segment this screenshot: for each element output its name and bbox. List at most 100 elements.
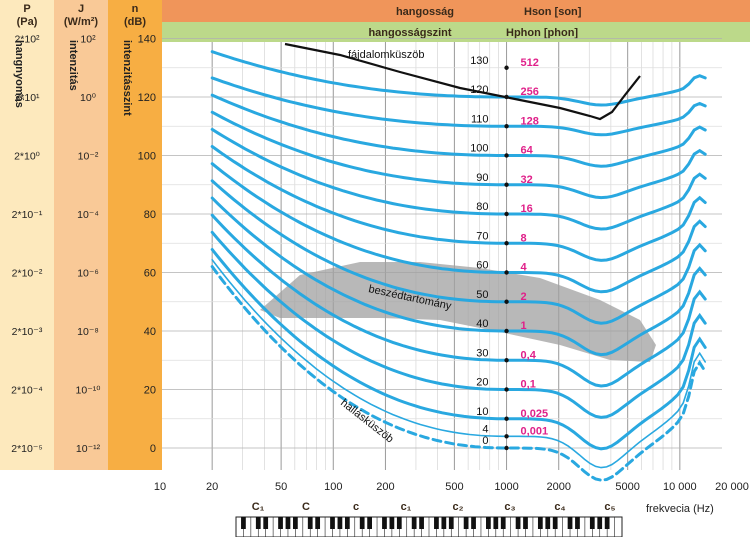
pressure-tick-label: 2*10⁻³ — [12, 326, 43, 338]
piano-black-key — [604, 517, 610, 529]
phon-marker — [504, 211, 509, 217]
phon-marker — [504, 434, 509, 439]
pressure-tick-label: 2*10⁻⁴ — [11, 385, 43, 397]
note-label: c₁ — [401, 501, 412, 513]
son-label: 0,025 — [521, 408, 549, 420]
son-label: 256 — [521, 86, 539, 98]
note-label: c — [353, 501, 359, 513]
piano-black-key — [567, 517, 573, 529]
piano-black-key — [463, 517, 469, 529]
y-tick-label: 80 — [144, 209, 156, 221]
piano-black-key — [523, 517, 528, 529]
son-label: 0,001 — [521, 425, 549, 437]
x-tick-label: 100 — [324, 481, 342, 493]
note-label: c₅ — [604, 501, 615, 513]
phon-marker — [504, 358, 509, 363]
x-tick-label: 20 — [206, 481, 218, 493]
pressure-tick-label: 2*10² — [14, 34, 40, 46]
pressure-tick-label: 2*10¹ — [14, 92, 40, 104]
x-tick-label: 20 000 — [715, 481, 749, 493]
loudness-title: hangosság — [396, 6, 454, 18]
piano-black-key — [597, 517, 603, 529]
piano-black-key — [285, 517, 291, 529]
equal-loudness-curve — [210, 145, 707, 262]
y-tick-label: 60 — [144, 268, 156, 280]
pressure-tick-label: 2*10⁻² — [12, 268, 43, 280]
pain-threshold-label: fájdalomküszöb — [348, 49, 424, 61]
piano-black-key — [471, 517, 476, 529]
level-band — [108, 0, 162, 470]
son-label: 8 — [521, 232, 527, 244]
y-tick-label: 120 — [138, 92, 156, 104]
phon-label: 10 — [476, 406, 488, 418]
equal-loudness-curve — [210, 127, 707, 231]
phon-label: 100 — [470, 143, 488, 155]
son-label: 128 — [521, 115, 539, 127]
speech-area — [260, 262, 656, 362]
piano-black-key — [337, 517, 343, 529]
son-label: 1 — [521, 320, 527, 332]
son-label: 32 — [521, 174, 533, 186]
x-tick-label: 2000 — [546, 481, 570, 493]
intensity-tick-label: 10⁻⁶ — [77, 268, 99, 280]
piano-black-key — [537, 517, 543, 529]
phon-label: 4 — [482, 423, 488, 435]
piano-black-key — [344, 517, 350, 529]
speech-region — [260, 262, 656, 362]
pressure-tick-label: 2*10⁻¹ — [12, 209, 43, 221]
intensity-tick-label: 10⁻⁸ — [77, 326, 99, 338]
pressure-axis-label: hangnyomás — [13, 40, 25, 108]
piano-black-key — [419, 517, 424, 529]
equal-loudness-curve — [210, 50, 707, 107]
intensity-symbol: J — [78, 3, 84, 15]
intensity-band — [54, 0, 108, 470]
loudness-level-title: hangosságszint — [368, 27, 451, 39]
phon-marker — [504, 387, 509, 392]
phon-label: 0 — [482, 435, 488, 447]
son-label: 0,4 — [521, 349, 537, 361]
pressure-unit: (Pa) — [17, 16, 38, 28]
equal-loudness-curve — [210, 196, 707, 357]
x-tick-label: 1000 — [494, 481, 518, 493]
piano-black-key — [307, 517, 313, 529]
phon-label: 40 — [476, 318, 488, 330]
piano-black-key — [493, 517, 499, 529]
phon-label: 50 — [476, 289, 488, 301]
piano-black-key — [396, 517, 402, 529]
x-tick-label: 500 — [445, 481, 463, 493]
equal-loudness-curve — [210, 213, 707, 388]
x-tick-label: 10 000 — [663, 481, 697, 493]
son-label: 4 — [521, 262, 528, 274]
loudness-header — [162, 0, 750, 22]
loudness-symbol: Hson [son] — [524, 6, 582, 18]
x-tick-label: 5000 — [615, 481, 639, 493]
pressure-symbol: P — [23, 3, 30, 15]
piano-black-key — [263, 517, 269, 529]
intensity-unit: (W/m²) — [64, 16, 99, 28]
loudness-level-symbol: Hphon [phon] — [506, 27, 578, 39]
note-label: C₁ — [252, 501, 265, 513]
piano-black-key — [293, 517, 298, 529]
phon-marker — [504, 328, 509, 334]
piano-black-key — [255, 517, 261, 529]
equal-loudness-curve — [210, 248, 707, 451]
piano-black-key — [330, 517, 335, 529]
phon-label: 130 — [470, 55, 488, 67]
note-label: C — [302, 501, 310, 513]
piano-black-key — [486, 517, 491, 529]
phon-marker — [504, 241, 509, 246]
pressure-tick-label: 2*10⁰ — [14, 151, 41, 163]
piano-black-key — [441, 517, 447, 529]
piano-black-key — [389, 517, 395, 529]
y-tick-label: 100 — [138, 151, 156, 163]
son-label: 16 — [521, 203, 533, 215]
level-axis-label: intenzitásszint — [121, 40, 133, 116]
piano-black-key — [545, 517, 551, 529]
piano-black-key — [552, 517, 558, 529]
x-tick-label: 50 — [275, 481, 287, 493]
son-label: 64 — [521, 145, 534, 157]
intensity-tick-label: 10² — [80, 34, 96, 46]
piano-black-key — [382, 517, 387, 529]
equal-loudness-curve — [210, 265, 707, 482]
